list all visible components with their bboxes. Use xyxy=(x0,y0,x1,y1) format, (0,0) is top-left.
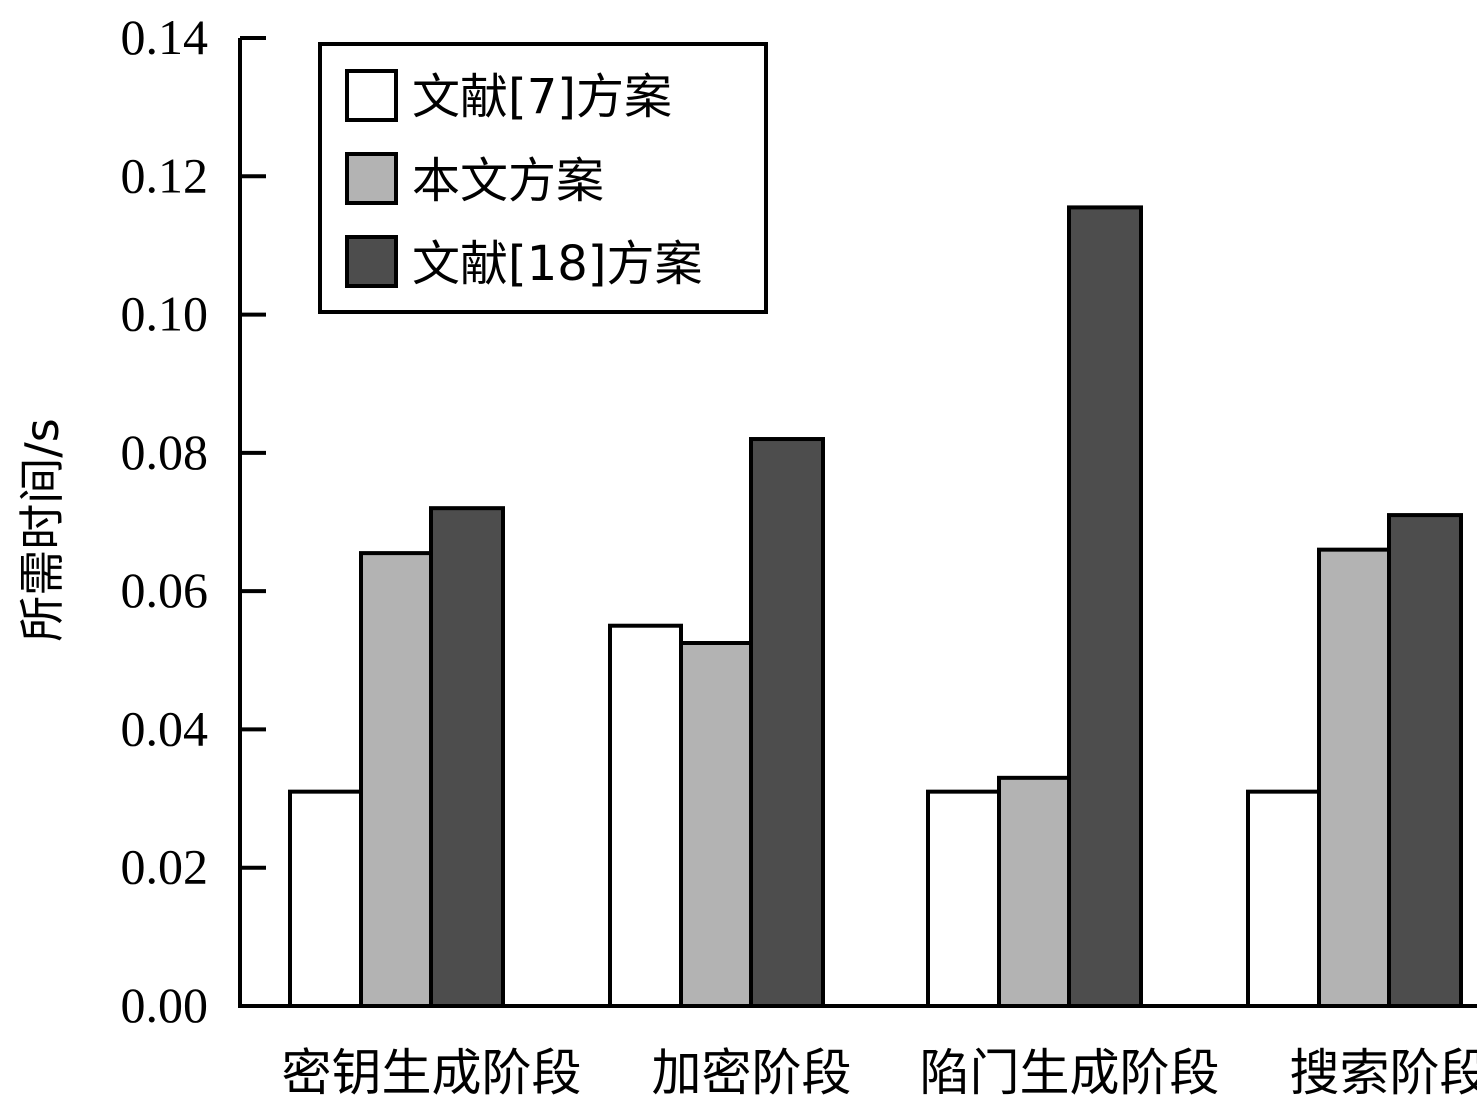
x-category-label-3: 陷门生成阶段 xyxy=(920,1044,1220,1102)
legend-label-series-2: 本文方案 xyxy=(412,153,604,209)
axes-layer xyxy=(238,36,1477,1008)
y-tick-label-3: 0.06 xyxy=(121,562,209,618)
bar-3-series-2 xyxy=(997,775,1071,1008)
bar-2-series-2 xyxy=(679,641,753,1008)
bar-2-series-3 xyxy=(749,437,825,1008)
bar-4-series-1 xyxy=(1246,789,1321,1009)
legend-label-series-1: 文献[7]方案 xyxy=(412,69,672,125)
legend: 文献[7]方案 本文方案 文献[18]方案 xyxy=(318,42,768,314)
y-tick-label-7: 0.14 xyxy=(121,9,209,65)
x-category-label-4: 搜索阶段 xyxy=(1290,1044,1477,1102)
legend-label-series-3: 文献[18]方案 xyxy=(412,236,703,292)
y-tick-label-4: 0.08 xyxy=(121,424,209,480)
bar-1-series-2 xyxy=(359,551,433,1008)
x-category-label-1: 密钥生成阶段 xyxy=(282,1044,582,1102)
bar-4-series-3 xyxy=(1387,513,1463,1008)
labels-layer: 0.00 0.02 0.04 0.06 0.08 0.10 0.12 0.14 密钥生成阶段 加密… xyxy=(121,9,1477,1102)
bar-3-series-1 xyxy=(926,789,1001,1009)
y-axis-title: 所需时间/s xyxy=(15,418,69,641)
x-category-label-2: 加密阶段 xyxy=(652,1044,852,1102)
y-tick-label-0: 0.00 xyxy=(121,977,209,1033)
y-tick-label-1: 0.02 xyxy=(121,839,209,895)
y-tick-label-5: 0.10 xyxy=(121,286,209,342)
legend-swatch-series-3 xyxy=(345,235,398,288)
bars-layer xyxy=(288,205,1463,1009)
bar-1-series-1 xyxy=(288,789,363,1009)
bar-4-series-2 xyxy=(1317,547,1391,1009)
y-tick-label-6: 0.12 xyxy=(121,147,209,203)
legend-swatch-series-2 xyxy=(345,152,398,205)
legend-swatch-series-1 xyxy=(345,69,398,122)
bar-3-series-3 xyxy=(1067,205,1143,1008)
bar-2-series-1 xyxy=(608,623,683,1008)
bar-1-series-3 xyxy=(429,506,505,1008)
y-tick-label-2: 0.04 xyxy=(121,700,209,756)
